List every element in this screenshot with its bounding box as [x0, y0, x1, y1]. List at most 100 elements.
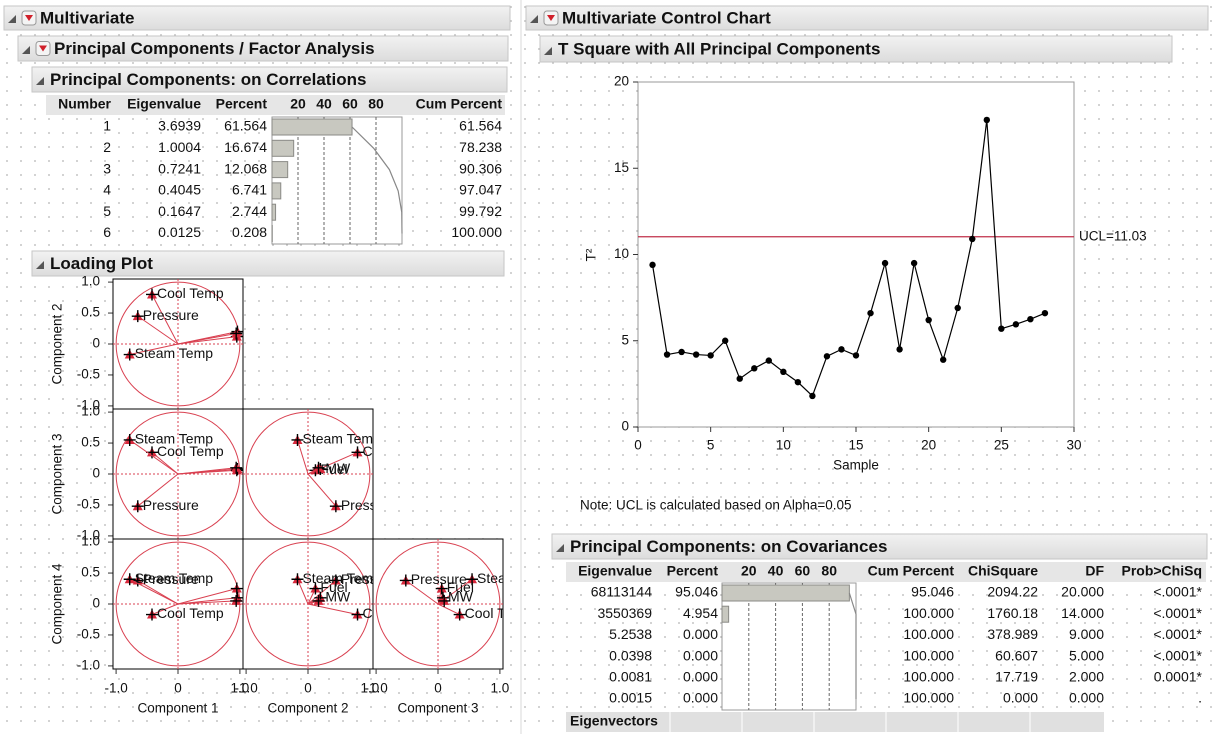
- variable-label: MW: [448, 589, 474, 605]
- y-tick-label: 1.0: [81, 404, 100, 419]
- variable-label: Steam Temp: [135, 345, 214, 361]
- column-header: Cum Percent: [416, 96, 503, 112]
- header-title: T Square with All Principal Components: [558, 39, 880, 58]
- table-cell: 4.954: [683, 605, 718, 621]
- data-point: [852, 352, 860, 359]
- y-tick-label: 0: [92, 336, 100, 351]
- table-cell: 0.0081: [609, 669, 652, 685]
- variable-label: Cool Temp: [157, 605, 224, 621]
- x-tick-label: 1.0: [361, 681, 380, 696]
- disclosure-toggle[interactable]: [530, 15, 538, 23]
- data-point: [707, 352, 714, 359]
- table-cell: <.0001*: [1153, 626, 1202, 642]
- table-cell: 100.000: [903, 626, 954, 642]
- percent-bar: [271, 182, 282, 200]
- variable-label: Cool Temp: [363, 443, 430, 459]
- data-point: [954, 304, 961, 312]
- y-tick-label: 0.5: [81, 565, 100, 580]
- table-cell: 100.000: [903, 647, 954, 663]
- y-axis-label: Component 2: [50, 303, 65, 384]
- x-tick-label: 15: [848, 438, 863, 453]
- series-line: [651, 119, 1046, 398]
- table-cell: 100.000: [903, 690, 954, 706]
- table-cell: 0.000: [1003, 690, 1038, 706]
- header-title: Loading Plot: [50, 254, 153, 273]
- disclosure-toggle[interactable]: [8, 15, 16, 23]
- column-header: DF: [1085, 563, 1104, 579]
- data-point: [867, 309, 874, 317]
- table-cell: 0.0001*: [1154, 669, 1203, 685]
- loading-vector: [137, 473, 179, 507]
- x-axis-label: Component 2: [267, 701, 348, 716]
- x-tick-label: 0: [434, 681, 442, 696]
- table-cell: 100.000: [451, 224, 502, 240]
- table-cell: 0.000: [683, 690, 718, 706]
- data-point: [780, 368, 787, 375]
- outline-header: [3, 5, 511, 31]
- loading-point: [131, 574, 144, 587]
- table-cell: 4: [103, 182, 111, 198]
- unit-circle: [245, 541, 371, 667]
- data-point: [809, 392, 816, 400]
- outline-header: [525, 5, 1209, 31]
- column-header: Eigenvalue: [578, 563, 652, 579]
- column-header: Eigenvalue: [127, 96, 201, 112]
- x-axis-label: Component 3: [397, 701, 478, 716]
- y-tick-label: 5: [621, 332, 629, 347]
- variable-label: Pressure: [143, 497, 199, 513]
- data-point: [663, 351, 671, 358]
- disclosure-toggle[interactable]: [544, 47, 552, 55]
- eigenvectors-header[interactable]: [566, 712, 1104, 732]
- disclosure-toggle[interactable]: [36, 261, 44, 269]
- data-point: [1027, 315, 1034, 323]
- table-cell: 61.564: [224, 118, 267, 134]
- table-cell: 0.1647: [158, 203, 201, 219]
- data-point: [940, 356, 947, 363]
- variable-label: MW: [325, 460, 351, 476]
- bar-axis-label: 40: [316, 96, 332, 112]
- variable-label: Steam Temp: [302, 431, 381, 447]
- y-tick-label: 0.5: [81, 305, 100, 320]
- bar-axis-label: 80: [821, 563, 837, 579]
- table-cell: <.0001*: [1153, 584, 1202, 600]
- percent-bar: [271, 161, 289, 179]
- outline-header: [539, 35, 1173, 63]
- ucl-label: UCL=11.03: [1079, 228, 1147, 243]
- data-point: [736, 375, 743, 382]
- loading-vector: [177, 467, 237, 475]
- loading-vector: [177, 588, 237, 605]
- variable-label: Fuel: [447, 579, 474, 595]
- table-cell: 16.674: [224, 139, 267, 155]
- table-cell: .: [1198, 690, 1202, 706]
- loading-point: [312, 461, 325, 474]
- disclosure-toggle[interactable]: [36, 77, 44, 85]
- data-point: [925, 316, 932, 324]
- loading-vector: [129, 343, 179, 356]
- bar-axis-label: 40: [768, 563, 784, 579]
- data-point: [1041, 309, 1049, 317]
- table-cell: <.0001*: [1153, 647, 1202, 663]
- variable-label: Cool Temp: [157, 285, 224, 301]
- table-cell: 0.000: [683, 647, 718, 663]
- loading-point: [146, 288, 158, 301]
- table-cell: 1760.18: [987, 605, 1038, 621]
- table-cell: 6.741: [232, 182, 267, 198]
- loading-vector: [151, 603, 179, 615]
- disclosure-toggle[interactable]: [556, 544, 564, 552]
- bar-axis-label: 60: [342, 96, 358, 112]
- table-cell: 61.564: [459, 118, 502, 134]
- data-point: [751, 365, 758, 372]
- disclosure-toggle[interactable]: [22, 46, 30, 54]
- table-cell: 5: [103, 203, 111, 219]
- percent-bar: [721, 584, 850, 602]
- loading-point: [435, 582, 448, 595]
- variable-label: Steam Temp: [477, 570, 556, 586]
- loading-vector: [307, 473, 337, 507]
- y-tick-label: 1.0: [81, 534, 100, 549]
- variable-label: Pressure: [341, 571, 397, 587]
